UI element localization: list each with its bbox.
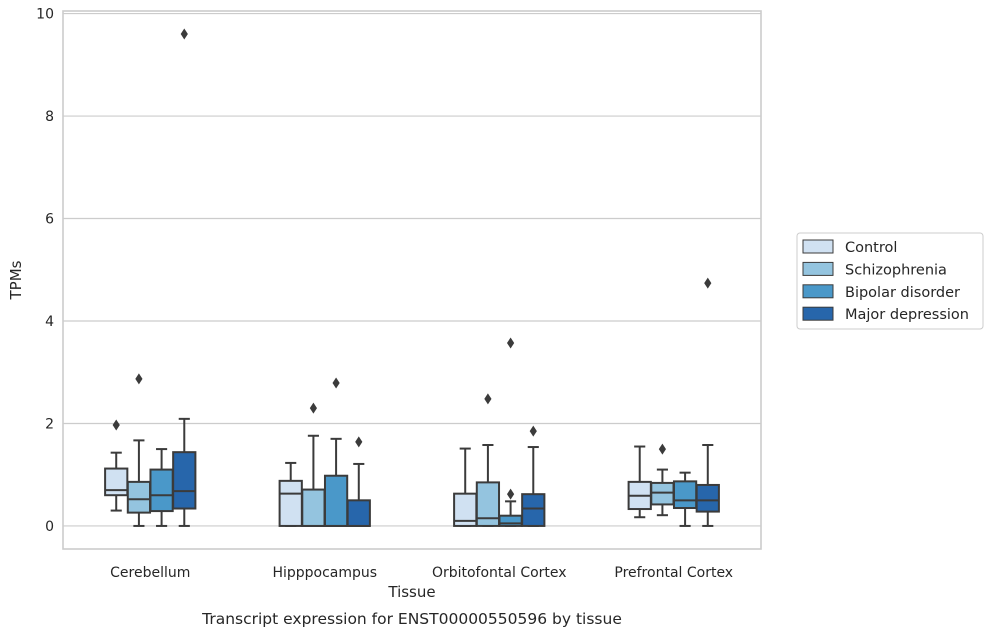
box-body xyxy=(149,468,174,513)
outlier-point xyxy=(112,419,120,431)
legend-label: Control xyxy=(845,240,897,256)
box-body xyxy=(126,480,152,514)
box-body xyxy=(301,488,326,527)
outlier-point xyxy=(332,377,340,389)
box-group xyxy=(672,471,698,527)
outlier-point xyxy=(658,443,667,455)
x-tick-label: Prefrontal Cortex xyxy=(614,565,733,581)
outlier-point xyxy=(506,488,515,500)
box-group xyxy=(346,436,371,527)
outlier-point xyxy=(484,393,492,405)
outlier-point xyxy=(704,277,712,289)
box-body xyxy=(672,480,698,510)
y-tick-label: 10 xyxy=(36,7,54,23)
y-tick-label: 8 xyxy=(45,109,54,125)
plot-frame xyxy=(62,10,762,550)
box-group xyxy=(126,373,152,527)
box-body xyxy=(498,514,523,527)
legend-swatch xyxy=(802,306,834,321)
legend-swatch xyxy=(802,284,834,299)
box-body xyxy=(323,474,349,527)
boxes-layer xyxy=(104,28,720,527)
box-body xyxy=(650,481,675,506)
box-body xyxy=(172,451,197,510)
box-group xyxy=(521,425,546,527)
legend-swatch xyxy=(802,261,834,276)
legend-label: Major depression xyxy=(845,307,969,323)
x-tick-label: Cerebellum xyxy=(110,565,190,581)
y-tick-label: 2 xyxy=(45,416,54,432)
box-group xyxy=(104,419,129,512)
legend-label: Schizophrenia xyxy=(845,262,947,278)
box-body xyxy=(475,481,501,527)
outlier-point xyxy=(180,28,188,40)
y-tick-label: 4 xyxy=(45,314,54,330)
legend-frame xyxy=(796,232,984,330)
x-tick-label: Orbitofontal Cortex xyxy=(432,565,567,581)
box-group xyxy=(650,443,675,517)
outlier-point xyxy=(355,436,363,448)
box-group xyxy=(278,461,303,527)
box-body xyxy=(346,499,371,527)
x-axis-label: Tissue xyxy=(387,583,435,601)
y-tick-label: 6 xyxy=(45,212,54,228)
box-body xyxy=(278,479,303,527)
figure-caption: Transcript expression for ENST0000055059… xyxy=(201,610,622,628)
x-tick-labels: Cerebellum Hipppocampus Orbitofontal Corte… xyxy=(110,565,733,581)
legend-label: Bipolar disorder xyxy=(845,285,960,301)
y-axis-label: TPMs xyxy=(7,260,25,300)
y-tick-labels: 0 2 4 6 8 10 xyxy=(36,7,54,535)
legend-swatch xyxy=(802,239,834,254)
box-body xyxy=(521,493,546,527)
box-group xyxy=(627,445,652,519)
box-body xyxy=(104,467,129,497)
box-group xyxy=(301,402,326,527)
box-group xyxy=(475,393,501,527)
x-tick-label: Hipppocampus xyxy=(272,565,377,581)
box-group xyxy=(498,337,523,527)
box-group xyxy=(453,447,478,527)
outlier-point xyxy=(135,373,143,385)
box-group xyxy=(323,377,349,527)
y-tick-label: 0 xyxy=(45,519,54,535)
grid-lines xyxy=(63,12,761,527)
legend: Control Schizophrenia Bipolar disorder Majo… xyxy=(796,232,984,330)
outlier-point xyxy=(309,402,318,414)
box-group xyxy=(172,28,197,527)
box-group xyxy=(695,277,720,527)
box-body xyxy=(695,483,720,513)
outlier-point xyxy=(529,425,537,437)
outlier-point xyxy=(506,337,515,349)
box-group xyxy=(149,448,174,527)
